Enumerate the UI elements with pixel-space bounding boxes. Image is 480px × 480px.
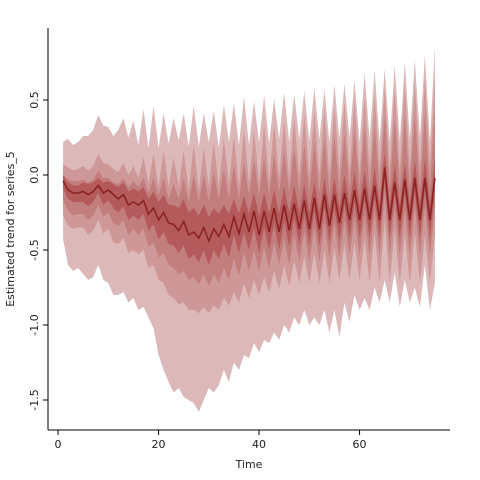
x-tick-label: 20 xyxy=(152,438,166,451)
y-tick-label: 0.5 xyxy=(28,91,41,109)
y-ticks: -1.5 -1.0 -0.5 0.0 0.5 xyxy=(28,91,48,411)
y-axis-label: Estimated trend for series_5 xyxy=(4,151,17,307)
x-tick-label: 60 xyxy=(353,438,367,451)
y-tick-label: -1.0 xyxy=(28,314,41,335)
x-tick-label: 0 xyxy=(55,438,62,451)
median-line xyxy=(62,167,436,244)
band-3 xyxy=(63,112,435,286)
band-4 xyxy=(63,152,435,265)
median-line-group xyxy=(62,167,436,244)
y-tick-label: -1.5 xyxy=(28,389,41,410)
y-tick-label: -0.5 xyxy=(28,239,41,260)
x-axis-label: Time xyxy=(235,458,263,471)
x-ticks: 0 20 40 60 xyxy=(55,430,367,451)
axes xyxy=(47,28,450,431)
band-2 xyxy=(63,77,435,313)
y-tick-label: 0.0 xyxy=(28,166,41,184)
x-tick-label: 40 xyxy=(252,438,266,451)
